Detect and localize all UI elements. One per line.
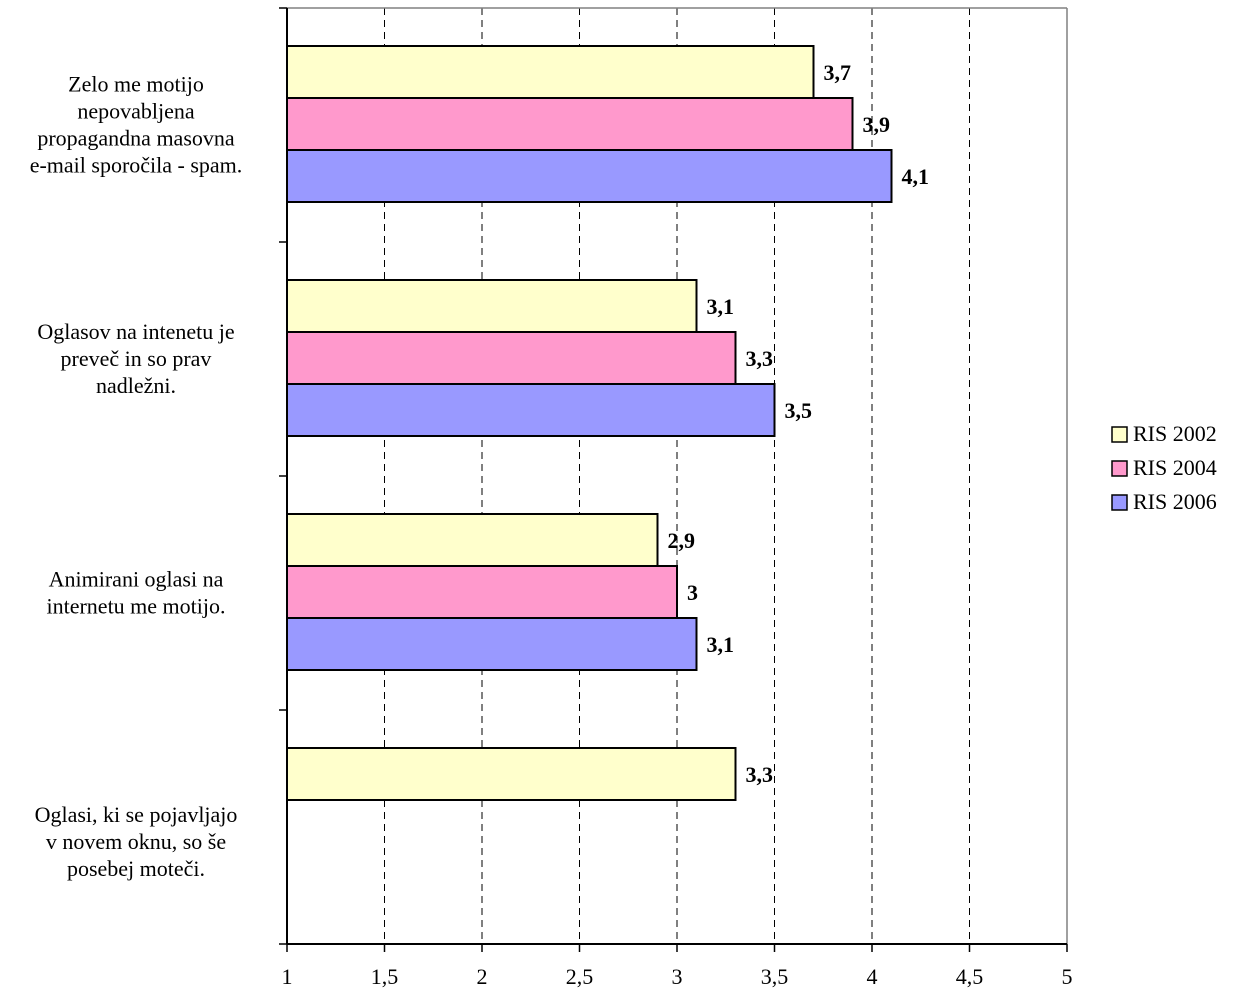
legend-label-1: RIS 2004 bbox=[1133, 455, 1217, 480]
data-label-2-1: 3 bbox=[687, 580, 698, 605]
legend-label-2: RIS 2006 bbox=[1133, 489, 1217, 514]
data-label-2-0: 2,9 bbox=[668, 528, 696, 553]
data-label-0-2: 4,1 bbox=[902, 164, 930, 189]
bar-2-0 bbox=[286, 513, 659, 567]
x-tick-label-1: 1,5 bbox=[371, 964, 399, 989]
category-label-2-0: Animirani oglasi na bbox=[49, 567, 224, 592]
x-tick-label-6: 4 bbox=[867, 964, 878, 989]
legend: RIS 2002 RIS 2004 RIS 2006 bbox=[1111, 421, 1217, 514]
data-label-0-1: 3,9 bbox=[863, 112, 891, 137]
legend-swatch-1 bbox=[1111, 460, 1128, 477]
legend-swatch-2 bbox=[1111, 494, 1128, 511]
bar-1-1 bbox=[286, 331, 737, 385]
bar-1-2 bbox=[286, 383, 776, 437]
x-tick-label-5: 3,5 bbox=[761, 964, 789, 989]
category-label-0-2: propagandna masovna bbox=[37, 126, 235, 151]
x-tick-label-2: 2 bbox=[477, 964, 488, 989]
category-label-0-3: e-mail sporočila - spam. bbox=[30, 153, 243, 178]
labels: 3,7 3,9 4,1 3,1 3,3 3,5 2,9 3 3,1 3,3 1 1,5 2 2,5 3 3,5… bbox=[30, 60, 1073, 989]
category-label-3-1: v novem oknu, so še bbox=[46, 829, 226, 854]
x-tick-label-3: 2,5 bbox=[566, 964, 594, 989]
data-label-1-1: 3,3 bbox=[746, 346, 774, 371]
x-tick-label-4: 3 bbox=[672, 964, 683, 989]
x-tick-label-0: 1 bbox=[282, 964, 293, 989]
category-label-1-0: Oglasov na intenetu je bbox=[37, 319, 234, 344]
x-tick-label-8: 5 bbox=[1062, 964, 1073, 989]
bar-0-0 bbox=[286, 45, 815, 99]
category-label-0-1: nepovabljena bbox=[77, 99, 195, 124]
category-label-2-1: internetu me motijo. bbox=[46, 594, 225, 619]
bars bbox=[286, 45, 893, 801]
legend-swatch-0 bbox=[1111, 426, 1128, 443]
data-label-0-0: 3,7 bbox=[824, 60, 852, 85]
category-label-1-1: preveč in so prav bbox=[61, 346, 212, 371]
category-label-3-0: Oglasi, ki se pojavljajo bbox=[35, 802, 238, 827]
bar-1-0 bbox=[286, 279, 698, 333]
bar-2-2 bbox=[286, 617, 698, 671]
data-label-3-0: 3,3 bbox=[746, 762, 774, 787]
category-label-0-0: Zelo me motijo bbox=[68, 72, 204, 97]
data-label-1-2: 3,5 bbox=[785, 398, 813, 423]
bar-0-2 bbox=[286, 149, 893, 203]
category-label-3-2: posebej moteči. bbox=[67, 856, 205, 881]
legend-label-0: RIS 2002 bbox=[1133, 421, 1217, 446]
data-label-2-2: 3,1 bbox=[707, 632, 735, 657]
x-tick-label-7: 4,5 bbox=[956, 964, 984, 989]
category-label-1-2: nadležni. bbox=[96, 373, 176, 398]
bar-0-1 bbox=[286, 97, 854, 151]
bar-3-0 bbox=[286, 747, 737, 801]
data-label-1-0: 3,1 bbox=[707, 294, 735, 319]
axes bbox=[279, 7, 1068, 952]
bar-2-1 bbox=[286, 565, 678, 619]
